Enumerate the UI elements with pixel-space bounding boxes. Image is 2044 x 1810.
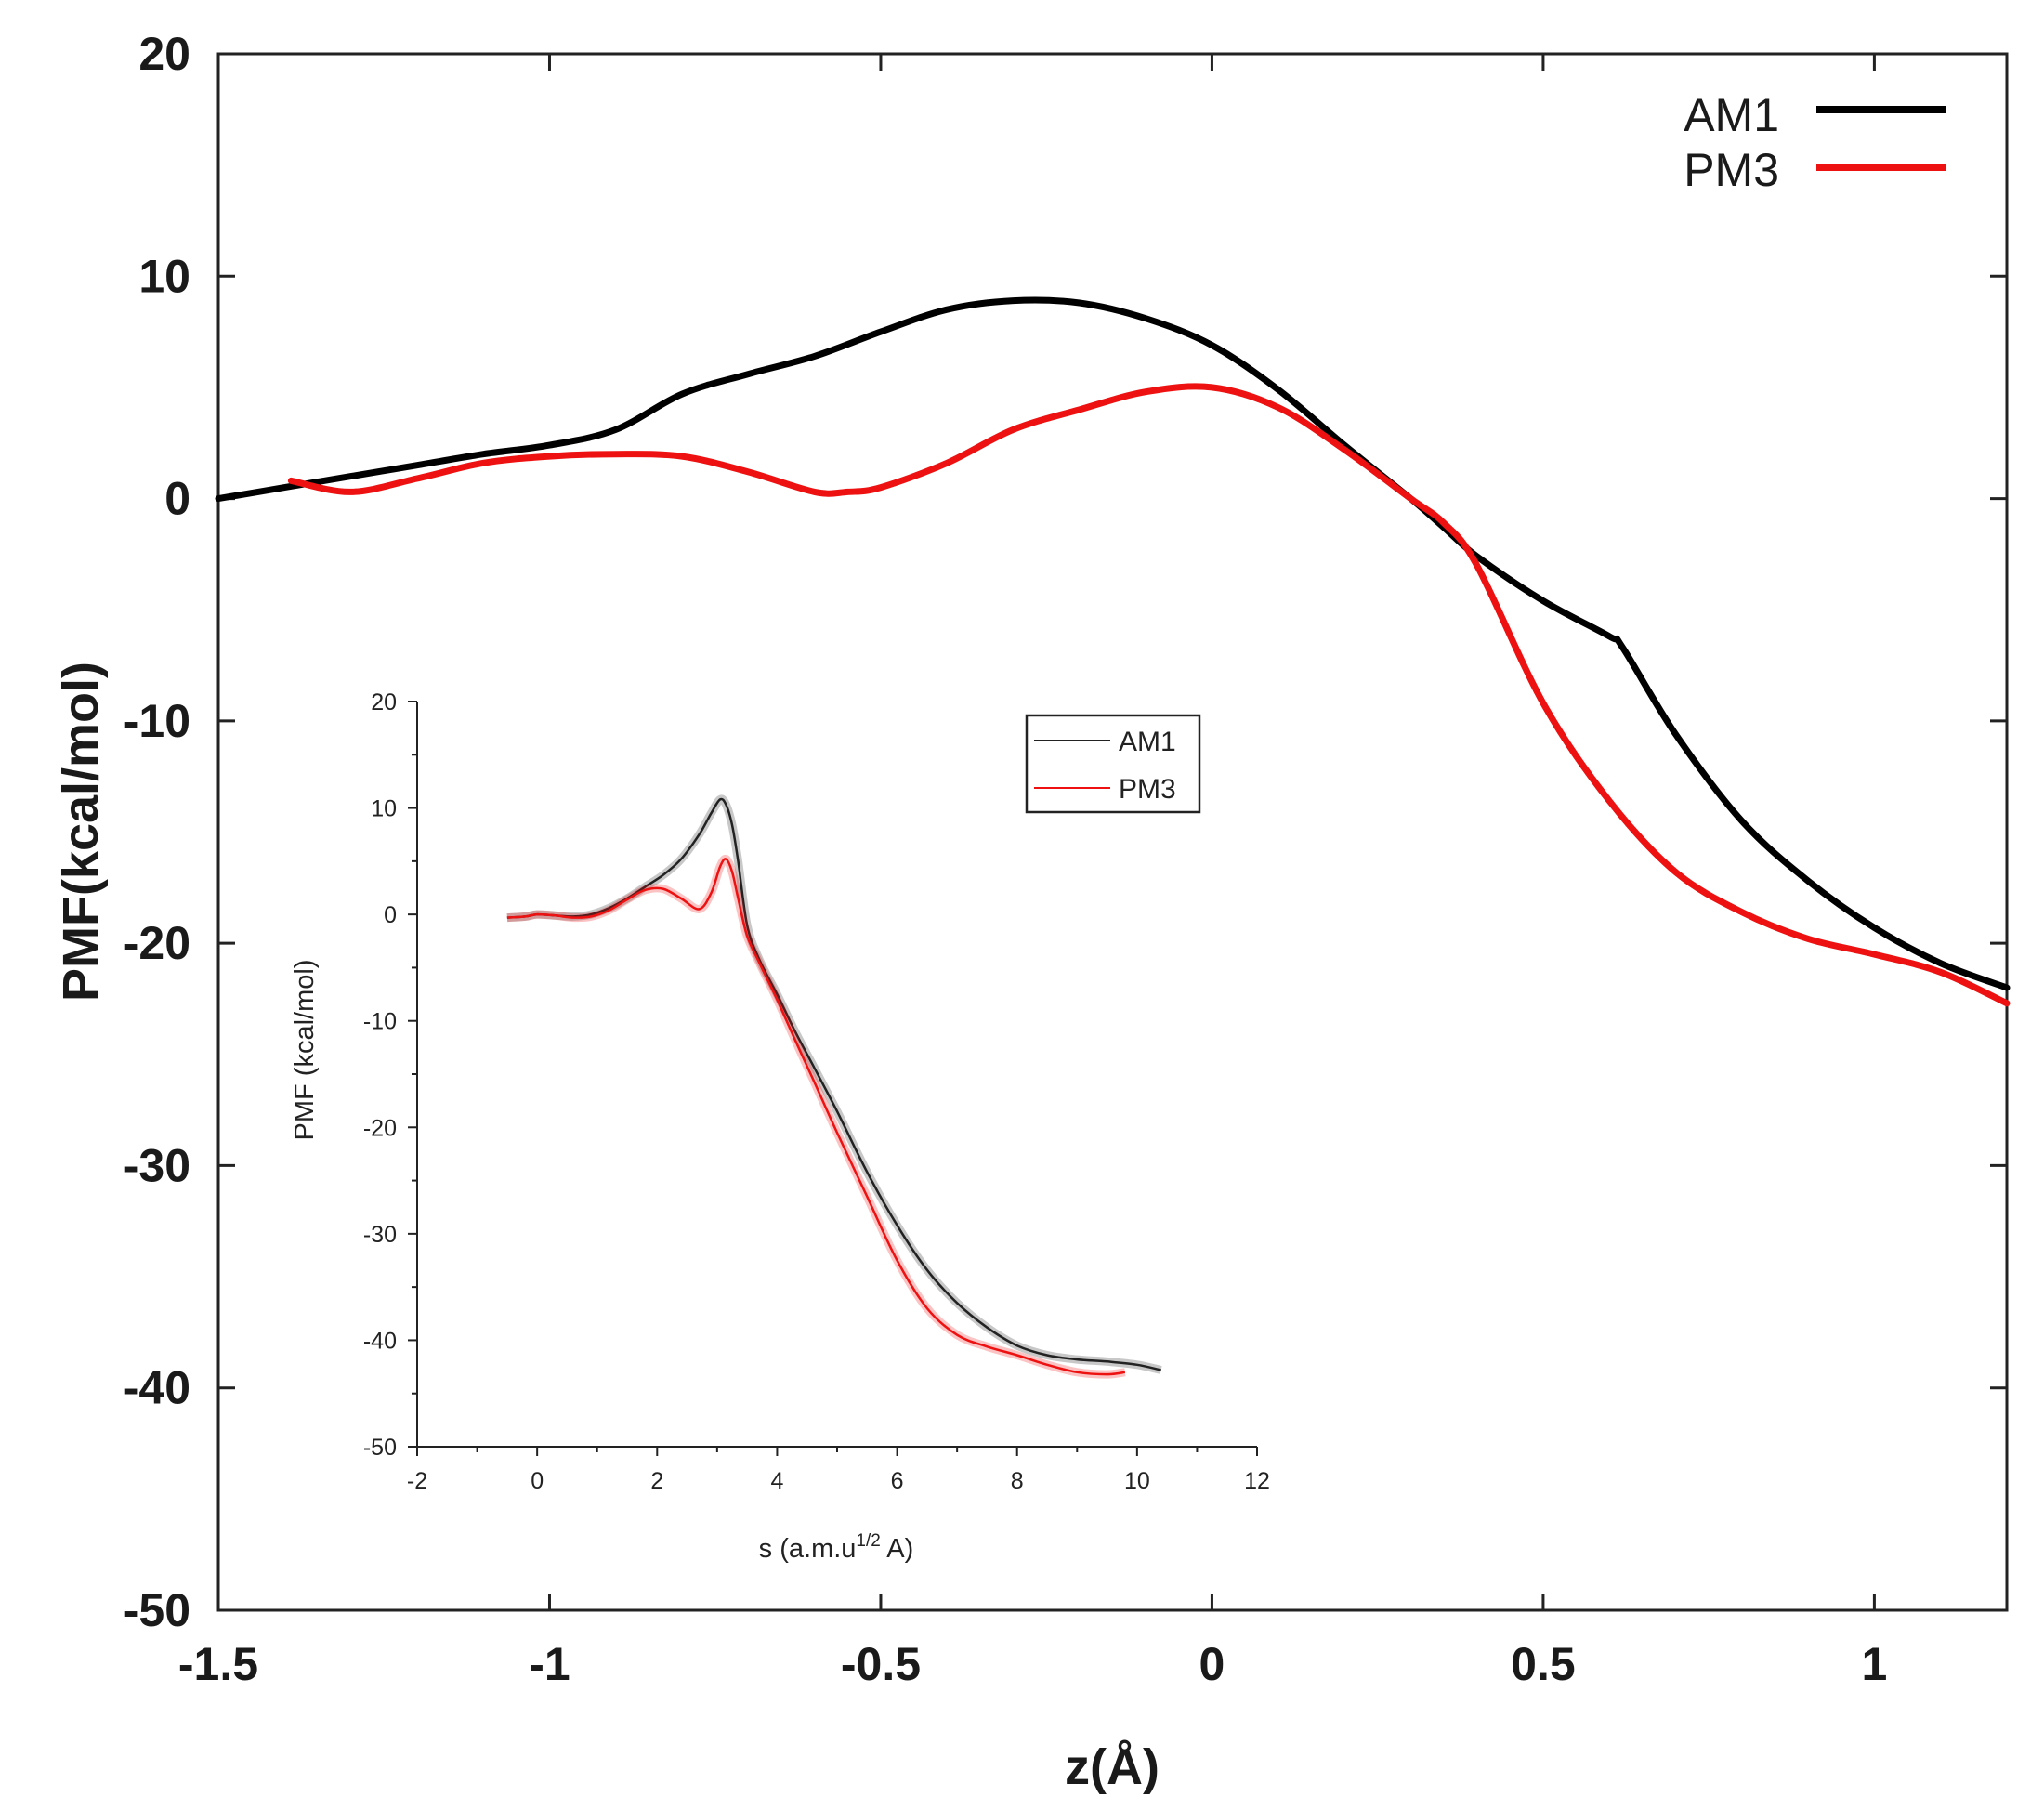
inset-y-tick-label: -20 [363,1115,397,1141]
inset-series-lines [506,794,1162,1379]
main-x-tick-label: 0.5 [1511,1638,1576,1690]
inset-series-band-am1 [506,794,1162,1374]
inset-legend-label-pm3: PM3 [1119,774,1176,805]
main-y-tick-label: -20 [124,917,190,969]
inset-x-tick-label: 0 [531,1468,544,1494]
inset-series-line-am1 [506,797,1161,1371]
inset-x-tick-label: 6 [891,1468,904,1494]
inset-y-axis-title: PMF (kcal/mol) [290,960,320,1141]
inset-x-tick-label: 8 [1011,1468,1024,1494]
inset-y-tick-label: 0 [384,902,397,928]
main-series-lines [215,296,2011,1007]
main-series-line-am1 [215,296,2011,991]
main-x-tick-label: -1.5 [178,1638,258,1690]
inset-series-band-pm3 [506,855,1126,1379]
main-x-axis-title: z(Å) [1065,1739,1160,1795]
main-series-line-pm3 [287,383,2011,1007]
main-plot-frame [216,52,2009,1612]
inset-x-tick-label: -2 [407,1468,427,1494]
inset-x-axis-title-end: A) [881,1534,913,1564]
main-y-tick-label: 20 [138,28,190,80]
main-y-tick-label: -10 [124,695,190,747]
inset-y-tick-label: -50 [363,1435,397,1461]
inset-y-tick-label: -30 [363,1222,397,1248]
inset-series-line-pm3 [506,858,1126,1376]
inset-y-tick-label: -40 [363,1328,397,1354]
inset-legend: AM1 PM3 [1025,714,1201,814]
main-y-tick-label: -50 [124,1584,190,1636]
main-x-tick-label: -0.5 [841,1638,921,1690]
main-y-tick-label: -40 [124,1362,190,1414]
main-y-axis-title: PMF(kcal/mol) [53,662,109,1002]
inset-x-tick-label: 4 [770,1468,783,1494]
main-y-tick-label: 10 [138,250,190,302]
inset-ticks [408,701,1258,1456]
main-x-tick-label: -1 [529,1638,570,1690]
main-legend-label-pm3: PM3 [1684,144,1779,196]
inset-legend-label-am1: AM1 [1119,727,1176,757]
inset-x-tick-label: 10 [1124,1468,1150,1494]
inset-legend-box [1025,714,1201,814]
main-y-tick-label: -30 [124,1139,190,1191]
inset-y-tick-label: 10 [371,796,397,822]
inset-x-axis-title-main: s (a.m.u [759,1534,857,1564]
inset-x-axis-title-sup: 1/2 [856,1531,880,1551]
inset-y-tick-label: -10 [363,1009,397,1035]
inset-x-tick-label: 12 [1244,1468,1270,1494]
main-x-tick-label: 1 [1862,1638,1888,1690]
inset-x-tick-label: 2 [650,1468,663,1494]
main-legend-label-am1: AM1 [1684,89,1779,141]
main-x-tick-label: 0 [1199,1638,1225,1690]
main-legend: AM1 PM3 [1684,89,1946,196]
main-y-tick-label: 0 [164,473,190,525]
inset-y-tick-label: 20 [371,689,397,715]
inset-x-axis-title: s (a.m.u1/2 A) [759,1531,914,1564]
